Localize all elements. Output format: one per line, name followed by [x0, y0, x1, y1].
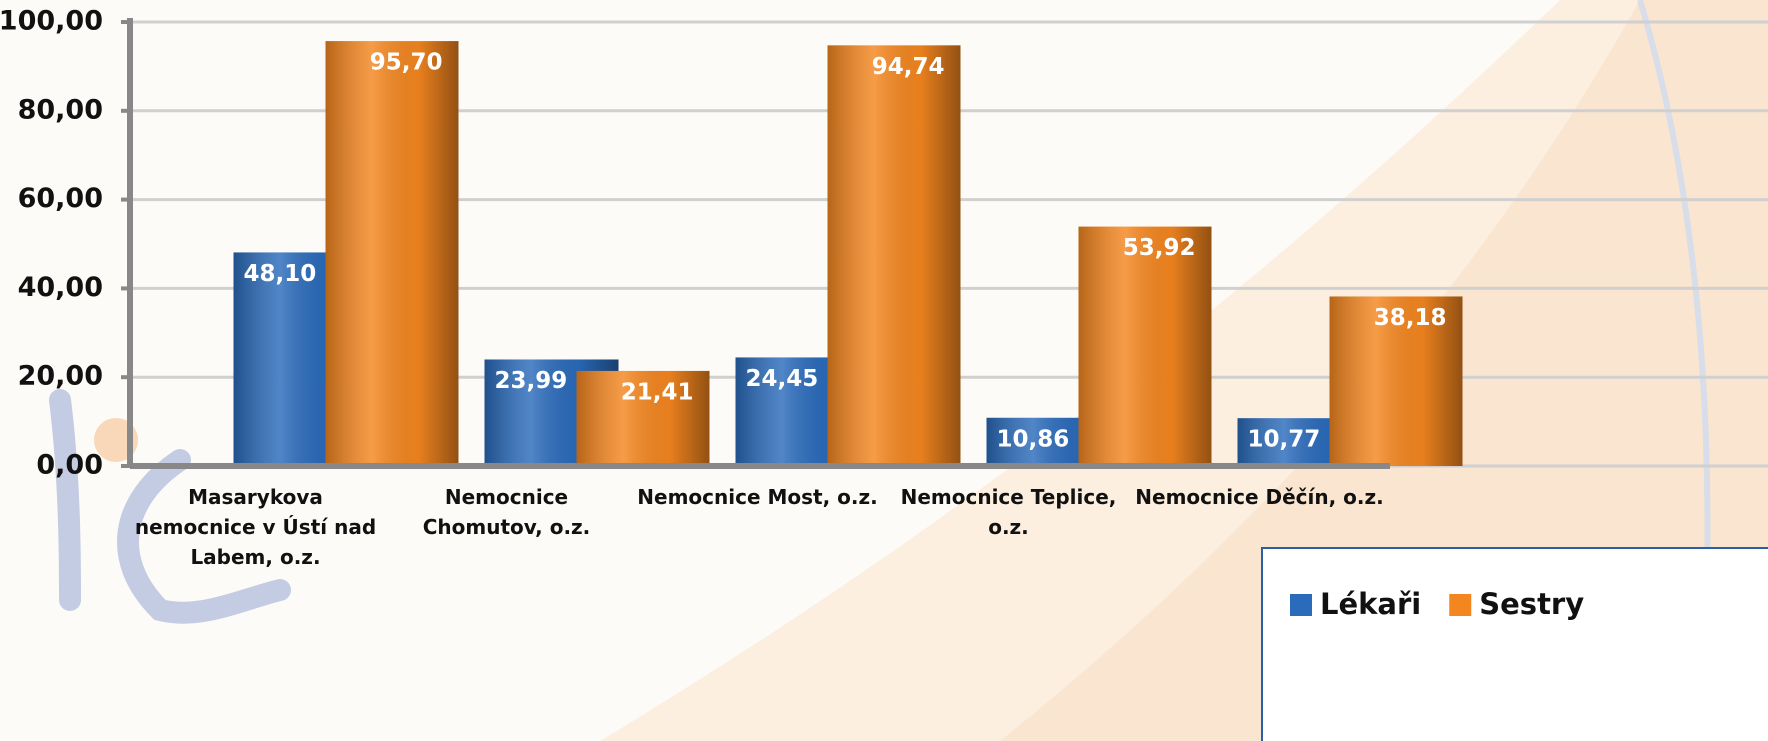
x-tick-label: Nemocnice Chomutov, o.z.: [422, 485, 591, 539]
y-tick-label: 20,00: [18, 361, 103, 392]
value-label: 24,45: [746, 366, 819, 392]
x-tick-label: Nemocnice Děčín, o.z.: [1135, 485, 1384, 509]
legend-label: Sestry: [1479, 587, 1584, 621]
bar-shade: [1329, 296, 1463, 466]
y-tick-label: 0,00: [36, 450, 103, 481]
y-tick-label: 100,00: [0, 6, 103, 37]
x-tick-label: Masarykova nemocnice v Ústí nad Labem, o…: [134, 485, 377, 569]
y-tick-label: 40,00: [18, 272, 103, 303]
value-label: 23,99: [495, 368, 568, 394]
legend-swatch: [1449, 594, 1472, 616]
legend-swatch: [1290, 594, 1312, 616]
value-label: 53,92: [1123, 235, 1196, 261]
value-label: 94,74: [872, 54, 945, 80]
value-label: 48,10: [244, 261, 317, 287]
x-tick-label: Nemocnice Teplice, o.z.: [900, 485, 1117, 539]
legend-box: [1261, 547, 1768, 741]
legend-label: Lékaři: [1320, 587, 1421, 621]
bar-shade: [1078, 226, 1212, 466]
bar-shade: [827, 45, 961, 466]
value-label: 10,86: [997, 426, 1070, 452]
value-label: 21,41: [621, 379, 694, 405]
bar-shade: [576, 370, 710, 466]
y-tick-label: 80,00: [18, 94, 103, 125]
x-tick-label: Nemocnice Most, o.z.: [637, 485, 878, 509]
value-label: 10,77: [1248, 427, 1321, 453]
y-tick-label: 60,00: [18, 183, 103, 214]
value-label: 95,70: [370, 50, 443, 76]
bar-shade: [325, 41, 459, 466]
value-label: 38,18: [1374, 305, 1447, 331]
